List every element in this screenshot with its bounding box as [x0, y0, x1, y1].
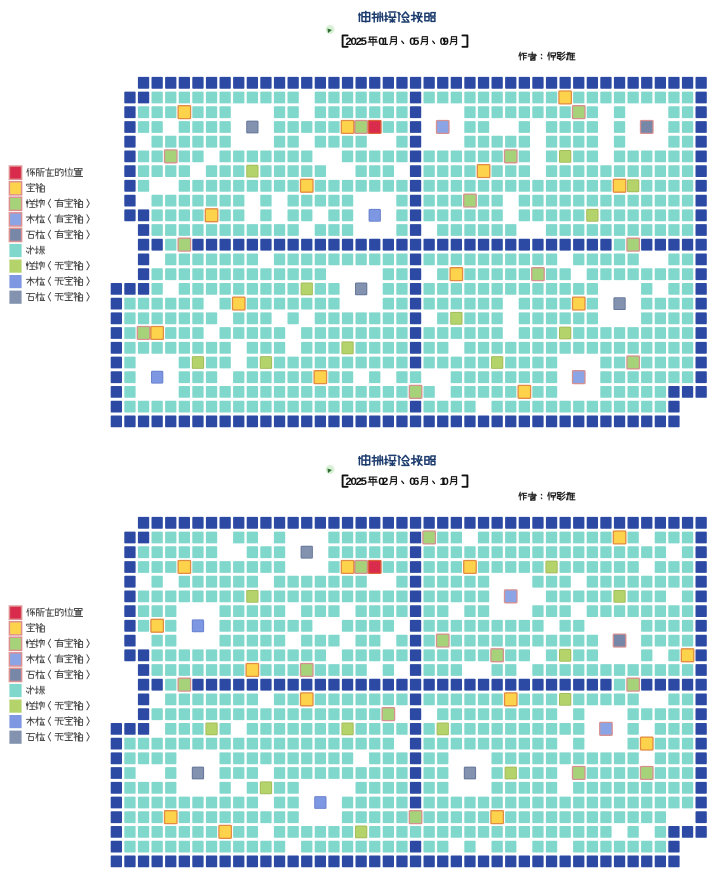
svg-text:09: 09: [440, 36, 449, 48]
svg-text:02: 02: [378, 476, 388, 488]
svg-text:2025: 2025: [345, 476, 367, 488]
svg-text:01: 01: [378, 36, 389, 48]
svg-text:2025: 2025: [345, 36, 367, 48]
svg-text:06: 06: [409, 476, 419, 488]
svg-text:05: 05: [409, 36, 420, 48]
svg-text:10: 10: [440, 476, 449, 488]
